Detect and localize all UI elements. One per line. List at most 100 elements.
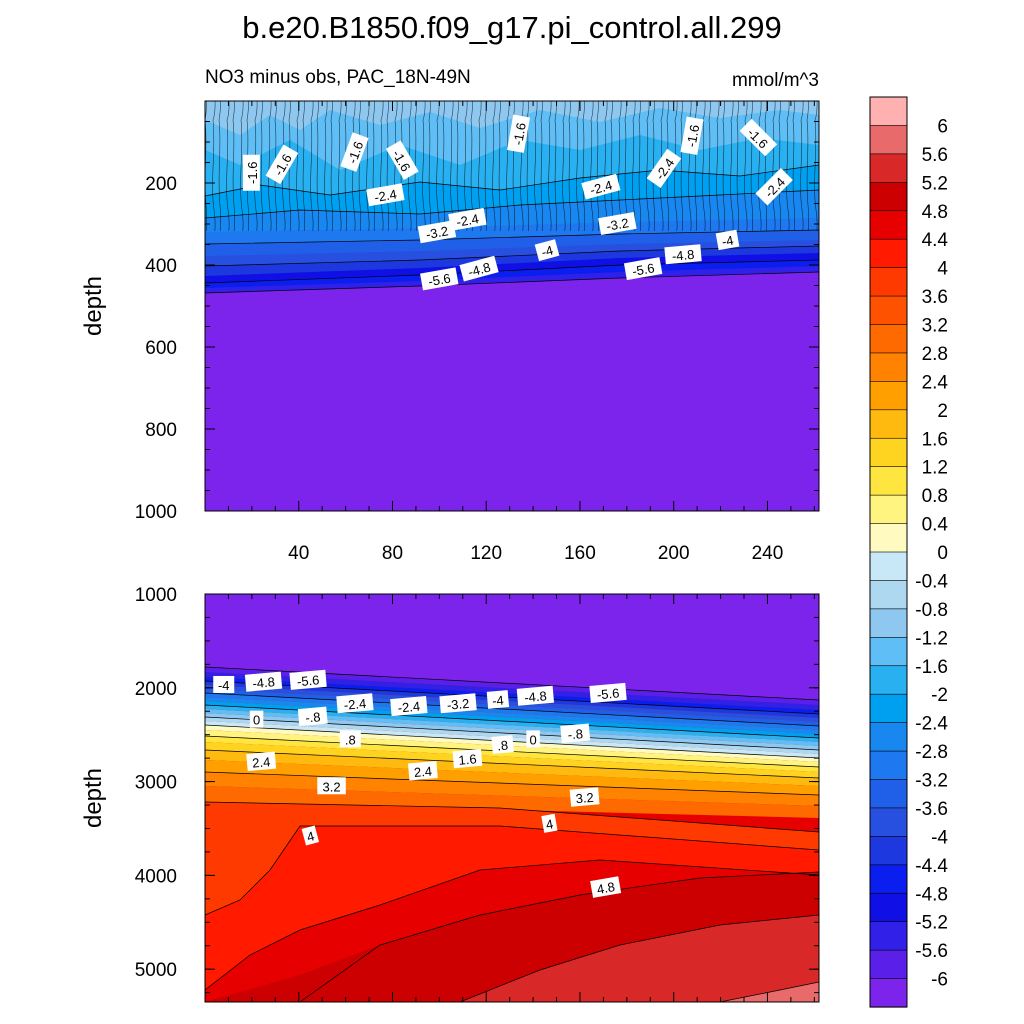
contour-label: .8: [491, 735, 514, 754]
contour-label: -5.6: [589, 682, 627, 703]
contour-label-text: -5.6: [427, 271, 452, 290]
band-pos5.6: [720, 982, 819, 1002]
band-2b: [205, 705, 819, 742]
bottom-panel-fill: [205, 594, 819, 1002]
colorbar-swatch: [869, 949, 908, 980]
colorbar-label: 0.4: [922, 515, 949, 536]
contour-label-box: [680, 116, 704, 155]
contour-label-text: -5.6: [596, 685, 620, 702]
contour-label-box: [623, 257, 663, 281]
contour-label-box: [339, 730, 361, 748]
x-tick-label: 120: [470, 543, 502, 564]
band-4.4b: [205, 681, 819, 718]
top-contour-b: [205, 259, 819, 284]
colorbar-label: -4: [931, 827, 948, 848]
contour-label-text: -.8: [567, 726, 583, 742]
y-tick-label: 400: [145, 256, 177, 277]
colorbar-swatch: [869, 693, 908, 724]
contour-label: .8: [339, 730, 361, 748]
contour-label-box: [491, 735, 514, 754]
bottom-ticks: 1000 2000 3000 4000 5000: [135, 585, 819, 1002]
contour-label-text: -2.4: [373, 186, 398, 205]
colorbar-label: 5.6: [922, 145, 948, 166]
band-pos4: [205, 826, 819, 990]
contour-label-text: -1.6: [345, 139, 367, 165]
contour-label: -3.2: [598, 212, 637, 236]
bot-contour-12: [205, 859, 819, 991]
contour-label-text: -2.4: [343, 696, 367, 713]
contour-label-box: [755, 168, 793, 206]
colorbar-label: 3.2: [922, 316, 948, 337]
contour-label-text: 4.8: [596, 879, 616, 897]
top-contour-f: [205, 164, 819, 197]
colorbar-frame: [869, 96, 908, 1008]
contour-label-text: -4.8: [467, 259, 493, 279]
colorbar-label: -3.2: [915, 771, 948, 792]
contour-label-box: [590, 876, 622, 898]
contour-label-box: [249, 710, 264, 728]
colorbar-label: -2.8: [915, 742, 948, 763]
band-pos2.4: [205, 760, 819, 795]
contour-label-box: [516, 685, 555, 706]
colorbar-swatch: [869, 466, 908, 496]
contour-label: -5.6: [420, 267, 459, 291]
colorbar-swatch: [869, 750, 908, 781]
contour-label-box: [242, 154, 260, 191]
top-contour-a: [205, 271, 819, 294]
contour-label-text: .8: [345, 732, 356, 747]
colorbar-label: 1.2: [922, 458, 948, 479]
contour-label-text: 4: [545, 816, 555, 832]
contour-label-text: 4: [305, 828, 316, 844]
colorbar-swatch: [869, 665, 908, 695]
contour-label-box: [459, 255, 499, 282]
contour-label-box: [340, 132, 369, 172]
x-tick-label: 160: [564, 543, 596, 564]
bot-contour-13: [299, 871, 819, 1002]
contour-label: -2.4: [366, 183, 405, 207]
colorbar-swatch: [869, 267, 908, 297]
contour-label-box: [486, 690, 510, 709]
contour-label: -3.2: [417, 220, 457, 244]
contour-label: -2.4: [448, 207, 487, 231]
contour-label-box: [664, 244, 702, 265]
y-tick-label: 3000: [135, 773, 177, 794]
contour-label-text: -5.6: [631, 260, 656, 279]
contour-label-box: [560, 723, 591, 743]
band-pos2: [205, 750, 819, 786]
colorbar-swatch: [869, 864, 908, 894]
band-pos1.6: [205, 742, 819, 778]
y-tick-label: 200: [145, 174, 177, 195]
band-5.6b: [205, 667, 819, 705]
band-pos2.8: [205, 772, 819, 806]
contour-label-text: -4.8: [671, 247, 695, 264]
contour-label-box: [301, 825, 320, 846]
colorbar-label: -1.2: [915, 628, 948, 649]
contour-label-box: [541, 813, 558, 833]
y-tick-label: 800: [145, 420, 177, 441]
contour-label: 3.2: [317, 777, 346, 795]
y-tick-label: 4000: [135, 866, 177, 887]
contour-label-text: -4: [540, 242, 555, 259]
contour-label-box: [246, 751, 277, 772]
contour-label-text: 2.4: [252, 754, 271, 771]
contour-label-box: [385, 140, 419, 181]
bot-contour-3: [205, 692, 819, 727]
contour-label-box: [534, 239, 560, 262]
colorbar-swatch: [869, 523, 908, 553]
contour-label-box: [646, 148, 682, 188]
y-tick-label: 600: [145, 338, 177, 359]
colorbar-swatch: [869, 608, 908, 638]
subtitle-left: NO3 minus obs, PAC_18N-49N: [205, 67, 471, 88]
bot-contour-14: [459, 914, 819, 1002]
contour-label-box: [336, 693, 374, 714]
colorbar-swatch: [869, 551, 908, 582]
colorbar-swatch: [869, 409, 908, 439]
contour-label: -4.8: [459, 255, 499, 282]
colorbar-swatch: [869, 580, 908, 610]
noise-texture: [205, 101, 819, 231]
contour-label-text: -4: [218, 678, 230, 693]
contour-label-box: [715, 229, 740, 251]
colorbar-label: -4.4: [915, 856, 948, 877]
contour-label: 4: [301, 825, 320, 846]
